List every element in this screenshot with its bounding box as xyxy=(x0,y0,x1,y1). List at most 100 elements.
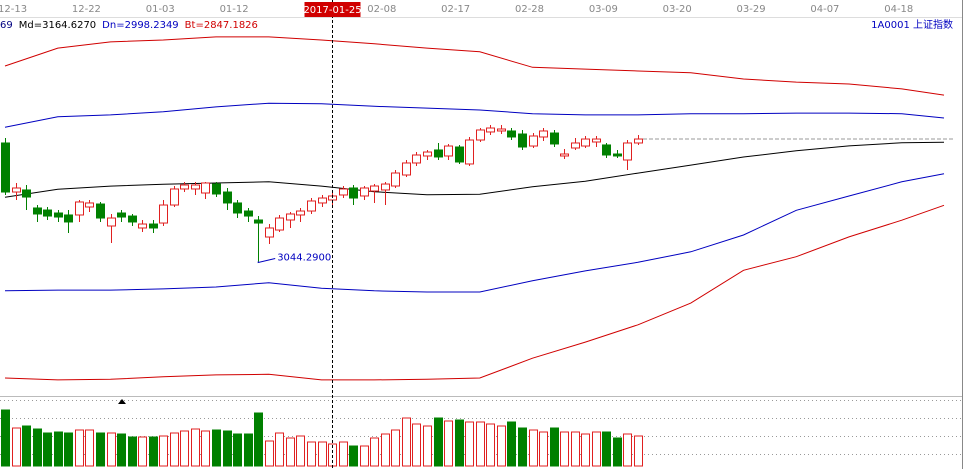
x-tick-label: 02-17 xyxy=(441,4,470,15)
volume-bar xyxy=(201,430,210,467)
candle-body xyxy=(349,187,358,199)
volume-bar xyxy=(75,429,84,467)
volume-bar xyxy=(560,431,569,467)
x-tick-label: 03-09 xyxy=(589,4,618,15)
candle-body xyxy=(360,187,369,197)
annotation-leader xyxy=(257,257,276,264)
volume-bar xyxy=(550,427,559,467)
volume-bar xyxy=(486,423,495,467)
volume-bar xyxy=(360,445,369,467)
x-tick-label: 04-18 xyxy=(884,4,913,15)
crosshair-date-box xyxy=(304,2,361,17)
volume-bar xyxy=(318,441,327,467)
candle-body xyxy=(33,207,42,215)
candle-body xyxy=(434,149,443,158)
volume-bar xyxy=(518,427,527,467)
volume-bar xyxy=(434,417,443,467)
x-tick-label: 04-07 xyxy=(810,4,839,15)
candle-body xyxy=(22,189,31,198)
volume-bar xyxy=(180,430,189,467)
volume-bar xyxy=(159,435,168,467)
volume-bar xyxy=(96,432,105,467)
candle-body xyxy=(43,209,52,217)
candle-body xyxy=(244,210,253,217)
indicator-label: 69 xyxy=(0,20,13,31)
volume-bar xyxy=(339,441,348,467)
volume-bar xyxy=(149,436,158,467)
candle-body xyxy=(107,217,116,227)
volume-bar xyxy=(634,435,643,467)
candle-body xyxy=(170,188,179,206)
volume-bar xyxy=(349,445,358,467)
candle-body xyxy=(529,135,538,147)
candle-body xyxy=(265,227,274,238)
candle-body xyxy=(85,202,94,208)
candle-body xyxy=(223,191,232,204)
volume-bar xyxy=(128,436,137,467)
security-label: 1A0001 上证指数 xyxy=(871,18,953,31)
candle-body xyxy=(402,162,411,176)
candle-body xyxy=(455,146,464,163)
candle-body xyxy=(423,151,432,157)
candle-body xyxy=(318,197,327,204)
volume-bar xyxy=(539,431,548,467)
candle-body xyxy=(254,219,263,224)
candle-body xyxy=(486,127,495,133)
candle-body xyxy=(286,213,295,221)
candle-body xyxy=(159,204,168,224)
crosshair-date: 2017-01-25 xyxy=(303,5,361,16)
candle-body xyxy=(613,153,622,157)
candle-body xyxy=(571,142,580,149)
volume-bar xyxy=(244,433,253,467)
candle-body xyxy=(180,184,189,190)
volume-bar xyxy=(497,425,506,467)
volume-bar xyxy=(307,441,316,467)
volume-bar xyxy=(265,440,274,467)
candle-body xyxy=(592,138,601,143)
candle-body xyxy=(275,217,284,231)
x-tick-label: 03-29 xyxy=(737,4,766,15)
volume-bar xyxy=(170,432,179,467)
volume-bar xyxy=(54,431,63,467)
candle-body xyxy=(75,201,84,216)
candle-body xyxy=(96,203,105,219)
candle-body xyxy=(476,129,485,141)
volume-bar xyxy=(412,423,421,467)
candle-body xyxy=(550,132,559,145)
indicator-label: Md=3164.6270 xyxy=(19,20,96,31)
band-line xyxy=(4,173,945,293)
volume-bar xyxy=(22,425,31,467)
candle-body xyxy=(634,138,643,144)
candle-body xyxy=(339,188,348,196)
candle-body xyxy=(507,130,516,138)
volume-bar xyxy=(43,432,52,467)
indicator-label: Bt=2847.1826 xyxy=(185,20,258,31)
candle-body xyxy=(518,133,527,148)
candle-body xyxy=(581,138,590,147)
band-line xyxy=(4,141,945,198)
volume-bar xyxy=(85,429,94,467)
volume-bar xyxy=(507,421,516,467)
volume-bar xyxy=(571,431,580,467)
candle-body xyxy=(307,200,316,212)
volume-bar xyxy=(455,419,464,467)
candle-body xyxy=(391,172,400,187)
candle-body xyxy=(233,202,242,214)
x-tick-label: 03-20 xyxy=(663,4,692,15)
volume-bar xyxy=(465,421,474,467)
candle-body xyxy=(12,187,21,193)
volume-bar xyxy=(286,437,295,467)
volume-bar xyxy=(581,433,590,467)
x-tick-label: 02-08 xyxy=(367,4,396,15)
candle-body xyxy=(149,223,158,229)
volume-bar xyxy=(223,430,232,467)
candle-body xyxy=(412,154,421,164)
volume-bar xyxy=(64,432,73,467)
volume-bar xyxy=(423,425,432,467)
volume-bar xyxy=(212,429,221,467)
volume-bar xyxy=(613,437,622,467)
volume-bar xyxy=(296,435,305,467)
volume-bar xyxy=(623,433,632,467)
